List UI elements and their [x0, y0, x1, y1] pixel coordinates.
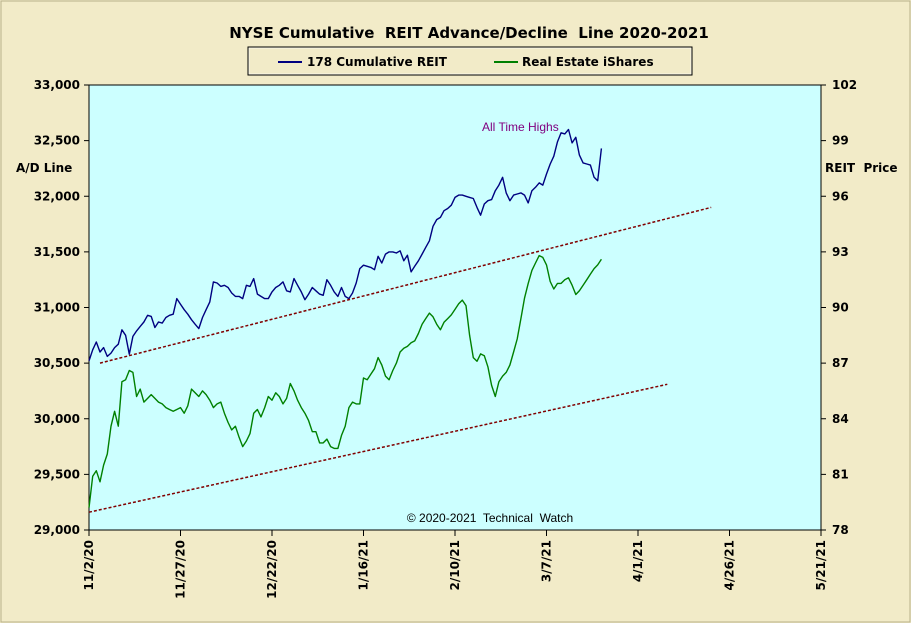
left-axis: 29,000 29,500 30,000 30,500 31,000 31,500 32,0… [34, 78, 89, 537]
right-tick-label: 102 [832, 78, 857, 92]
legend: 178 Cumulative REIT Real Estate iShares [247, 46, 693, 76]
copyright-note: © 2020-2021 Technical Watch [407, 511, 573, 525]
y-axis-label-left: A/D Line [16, 161, 72, 175]
x-tick-label: 11/2/20 [82, 540, 96, 591]
left-tick-label: 32,000 [34, 189, 80, 203]
x-tick-label: 1/16/21 [357, 540, 371, 591]
left-tick-label: 29,000 [34, 523, 80, 537]
annotation-all-time-highs: All Time Highs [482, 120, 559, 134]
chart-title: NYSE Cumulative REIT Advance/Decline Lin… [229, 24, 709, 42]
right-axis: 78 81 84 87 90 93 96 99 102 [821, 78, 857, 537]
x-tick-label: 3/7/21 [540, 540, 554, 582]
left-tick-label: 33,000 [34, 78, 80, 92]
right-tick-label: 99 [832, 134, 849, 148]
y-axis-label-right: REIT Price [825, 161, 898, 175]
left-tick-label: 31,500 [34, 245, 80, 259]
left-tick-label: 30,000 [34, 412, 80, 426]
right-tick-label: 87 [832, 356, 849, 370]
legend-label-reit: Real Estate iShares [522, 55, 654, 69]
series-line-1 [88, 254, 602, 508]
x-tick-label: 5/21/21 [814, 540, 828, 591]
left-tick-label: 29,500 [34, 467, 80, 481]
plot-area [88, 84, 822, 531]
x-tick-label: 11/27/20 [174, 540, 188, 599]
x-tick-label: 2/10/21 [448, 540, 462, 591]
right-tick-label: 78 [832, 523, 849, 537]
right-tick-label: 93 [832, 245, 849, 259]
x-tick-label: 4/26/21 [723, 540, 737, 591]
legend-label-ad-line: 178 Cumulative REIT [307, 55, 448, 69]
left-tick-label: 30,500 [34, 356, 80, 370]
x-axis: 11/2/20 11/27/20 12/22/20 1/16/21 2/10/21 3/7… [82, 530, 828, 599]
legend-box [247, 46, 693, 76]
right-tick-label: 84 [832, 412, 849, 426]
trendline-3 [88, 383, 668, 513]
series-line-0 [88, 128, 603, 362]
right-tick-label: 90 [832, 301, 849, 315]
x-tick-label: 12/22/20 [265, 540, 279, 599]
trendline-2 [99, 206, 712, 364]
x-tick-label: 4/1/21 [631, 540, 645, 582]
right-tick-label: 81 [832, 467, 849, 481]
right-tick-label: 96 [832, 189, 849, 203]
series-layer [88, 128, 712, 513]
left-tick-label: 31,000 [34, 301, 80, 315]
left-tick-label: 32,500 [34, 134, 80, 148]
